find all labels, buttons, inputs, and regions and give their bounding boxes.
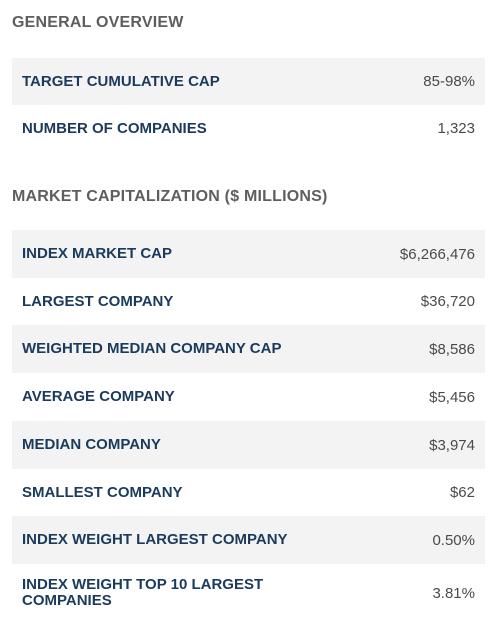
table-row: NUMBER OF COMPANIES 1,323 — [12, 105, 485, 152]
table-row: AVERAGE COMPANY $5,456 — [12, 373, 485, 421]
table-row: MEDIAN COMPANY $3,974 — [12, 421, 485, 469]
row-value: $5,456 — [429, 388, 475, 406]
row-label: SMALLEST COMPANY — [22, 483, 183, 501]
row-label: INDEX WEIGHT LARGEST COMPANY — [22, 531, 288, 548]
general-overview-title: GENERAL OVERVIEW — [12, 14, 184, 31]
row-label: MEDIAN COMPANY — [22, 436, 161, 453]
table-row: INDEX WEIGHT TOP 10 LARGEST COMPANIES 3.… — [12, 564, 485, 622]
table-row: LARGEST COMPANY $36,720 — [12, 278, 485, 325]
row-label: NUMBER OF COMPANIES — [22, 119, 207, 137]
market-cap-title: MARKET CAPITALIZATION ($ MILLIONS) — [12, 188, 328, 205]
row-value: 0.50% — [432, 531, 475, 549]
row-label: INDEX MARKET CAP — [22, 245, 173, 262]
row-label: WEIGHTED MEDIAN COMPANY CAP — [22, 340, 282, 357]
row-label: TARGET CUMULATIVE CAP — [22, 72, 220, 90]
row-value: $36,720 — [420, 293, 475, 310]
row-value: 1,323 — [437, 120, 475, 137]
row-value: $62 — [449, 484, 475, 501]
table-row: SMALLEST COMPANY $62 — [12, 469, 485, 516]
row-label: AVERAGE COMPANY — [22, 388, 175, 405]
table-row: WEIGHTED MEDIAN COMPANY CAP $8,586 — [12, 325, 485, 373]
row-label: INDEX WEIGHT TOP 10 LARGEST COMPANIES — [22, 576, 264, 609]
table-row: INDEX WEIGHT LARGEST COMPANY 0.50% — [12, 516, 485, 564]
row-label: LARGEST COMPANY — [22, 292, 174, 310]
row-value: $8,586 — [429, 340, 475, 358]
row-value: $3,974 — [429, 436, 475, 454]
market-cap-table: INDEX MARKET CAP $6,266,476 LARGEST COMP… — [12, 230, 485, 622]
row-value: 85-98% — [423, 73, 475, 90]
row-value: 3.81% — [432, 584, 475, 602]
row-value: $6,266,476 — [399, 245, 475, 263]
table-row: INDEX MARKET CAP $6,266,476 — [12, 230, 485, 278]
general-overview-table: TARGET CUMULATIVE CAP 85-98% NUMBER OF C… — [12, 58, 485, 152]
table-row: TARGET CUMULATIVE CAP 85-98% — [12, 58, 485, 105]
